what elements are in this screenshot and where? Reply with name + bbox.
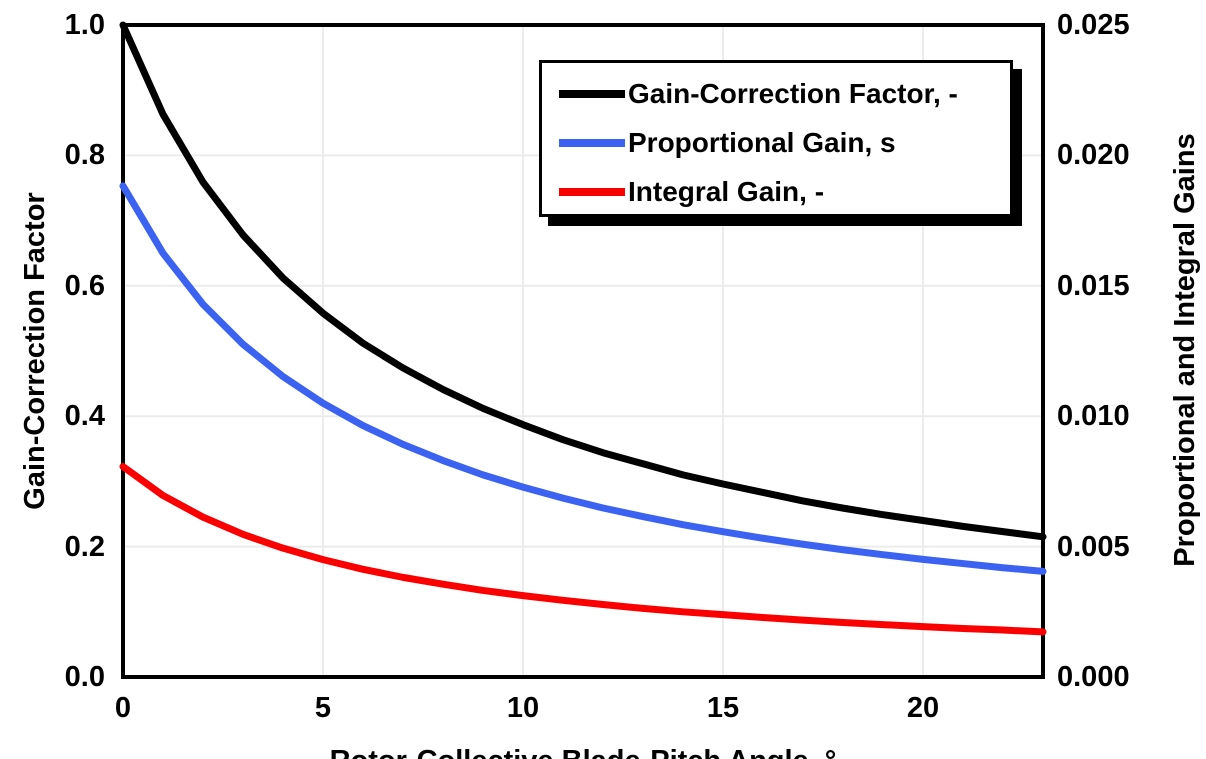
legend-label: Integral Gain, - <box>628 175 825 207</box>
y-right-tick-label: 0.015 <box>1057 270 1130 302</box>
legend: Gain-Correction Factor, - Proportional G… <box>539 60 1013 217</box>
y-right-tick-label: 0.010 <box>1057 400 1130 432</box>
x-axis-title: Rotor-Collective Blade-Pitch Angle, ° <box>123 744 1043 759</box>
y-right-tick-label: 0.020 <box>1057 139 1130 171</box>
legend-label: Proportional Gain, s <box>628 126 896 158</box>
y-right-axis-title: Proportional and Integral Gains <box>1169 133 1201 567</box>
legend-label: Gain-Correction Factor, - <box>628 77 958 109</box>
y-left-tick-label: 0.6 <box>64 270 105 302</box>
legend-item-gain-correction-factor: Gain-Correction Factor, - <box>559 69 1010 118</box>
legend-line-sample-black <box>559 89 625 98</box>
x-tick-label: 20 <box>906 692 940 724</box>
legend-item-proportional-gain: Proportional Gain, s <box>559 118 1010 167</box>
x-tick-label: 10 <box>506 692 540 724</box>
x-tick-label: 0 <box>114 692 132 724</box>
y-left-tick-label: 1.0 <box>64 9 105 41</box>
legend-line-sample-red <box>559 187 625 196</box>
y-left-tick-label: 0.8 <box>64 139 105 171</box>
y-left-axis-title: Gain-Correction Factor <box>19 192 51 510</box>
legend-item-integral-gain: Integral Gain, - <box>559 167 1010 216</box>
x-tick-label: 15 <box>706 692 740 724</box>
y-right-tick-label: 0.025 <box>1057 9 1130 41</box>
y-left-tick-label: 0.2 <box>64 531 105 563</box>
y-left-tick-label: 0.4 <box>64 400 105 432</box>
y-right-tick-label: 0.000 <box>1057 661 1130 693</box>
y-right-tick-label: 0.005 <box>1057 531 1130 563</box>
x-tick-label: 5 <box>314 692 332 724</box>
legend-line-sample-blue <box>559 138 625 147</box>
y-left-tick-label: 0.0 <box>64 661 105 693</box>
